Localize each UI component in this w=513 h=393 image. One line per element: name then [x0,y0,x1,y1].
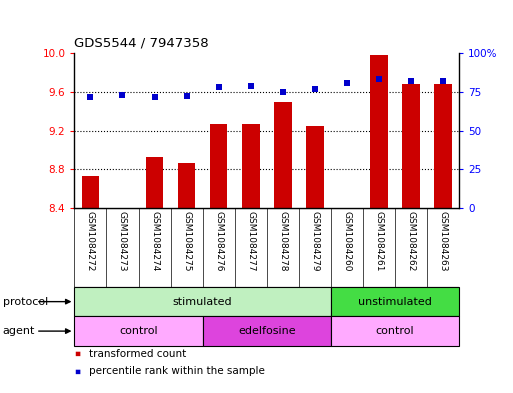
Text: GSM1084276: GSM1084276 [214,211,223,271]
Text: control: control [119,326,158,336]
Text: GDS5544 / 7947358: GDS5544 / 7947358 [74,36,209,49]
Bar [178,163,195,208]
Text: GSM1084272: GSM1084272 [86,211,95,271]
Text: agent: agent [3,326,35,336]
Text: GSM1084261: GSM1084261 [374,211,384,271]
Text: ◾: ◾ [74,349,81,358]
Bar [74,316,203,346]
Text: GSM1084279: GSM1084279 [310,211,320,271]
Bar [370,55,388,208]
Text: GSM1084274: GSM1084274 [150,211,159,271]
Point [439,78,447,84]
Bar [402,84,420,208]
Text: protocol: protocol [3,297,48,307]
Bar [331,316,459,346]
Point [119,92,127,98]
Text: control: control [376,326,415,336]
Text: GSM1084273: GSM1084273 [118,211,127,271]
Text: GSM1084262: GSM1084262 [406,211,416,271]
Point [311,86,319,92]
Bar [242,124,260,208]
Text: transformed count: transformed count [89,349,186,359]
Text: GSM1084275: GSM1084275 [182,211,191,271]
Point [375,76,383,83]
Point [247,83,255,90]
Bar [306,126,324,208]
Point [150,94,159,100]
Point [407,78,415,84]
Text: GSM1084260: GSM1084260 [342,211,351,271]
Bar [146,157,163,208]
Bar [331,287,459,316]
Bar [435,84,452,208]
Bar [203,316,331,346]
Text: ◾: ◾ [74,367,81,376]
Text: unstimulated: unstimulated [358,297,432,307]
Bar [210,124,227,208]
Bar [74,287,331,316]
Point [343,79,351,86]
Text: GSM1084278: GSM1084278 [278,211,287,271]
Point [214,84,223,90]
Point [86,94,94,101]
Text: edelfosine: edelfosine [238,326,295,336]
Bar [82,176,99,208]
Point [279,89,287,95]
Text: GSM1084277: GSM1084277 [246,211,255,271]
Text: GSM1084263: GSM1084263 [439,211,448,271]
Bar [274,101,291,208]
Text: percentile rank within the sample: percentile rank within the sample [89,366,265,376]
Text: stimulated: stimulated [173,297,232,307]
Point [183,93,191,99]
